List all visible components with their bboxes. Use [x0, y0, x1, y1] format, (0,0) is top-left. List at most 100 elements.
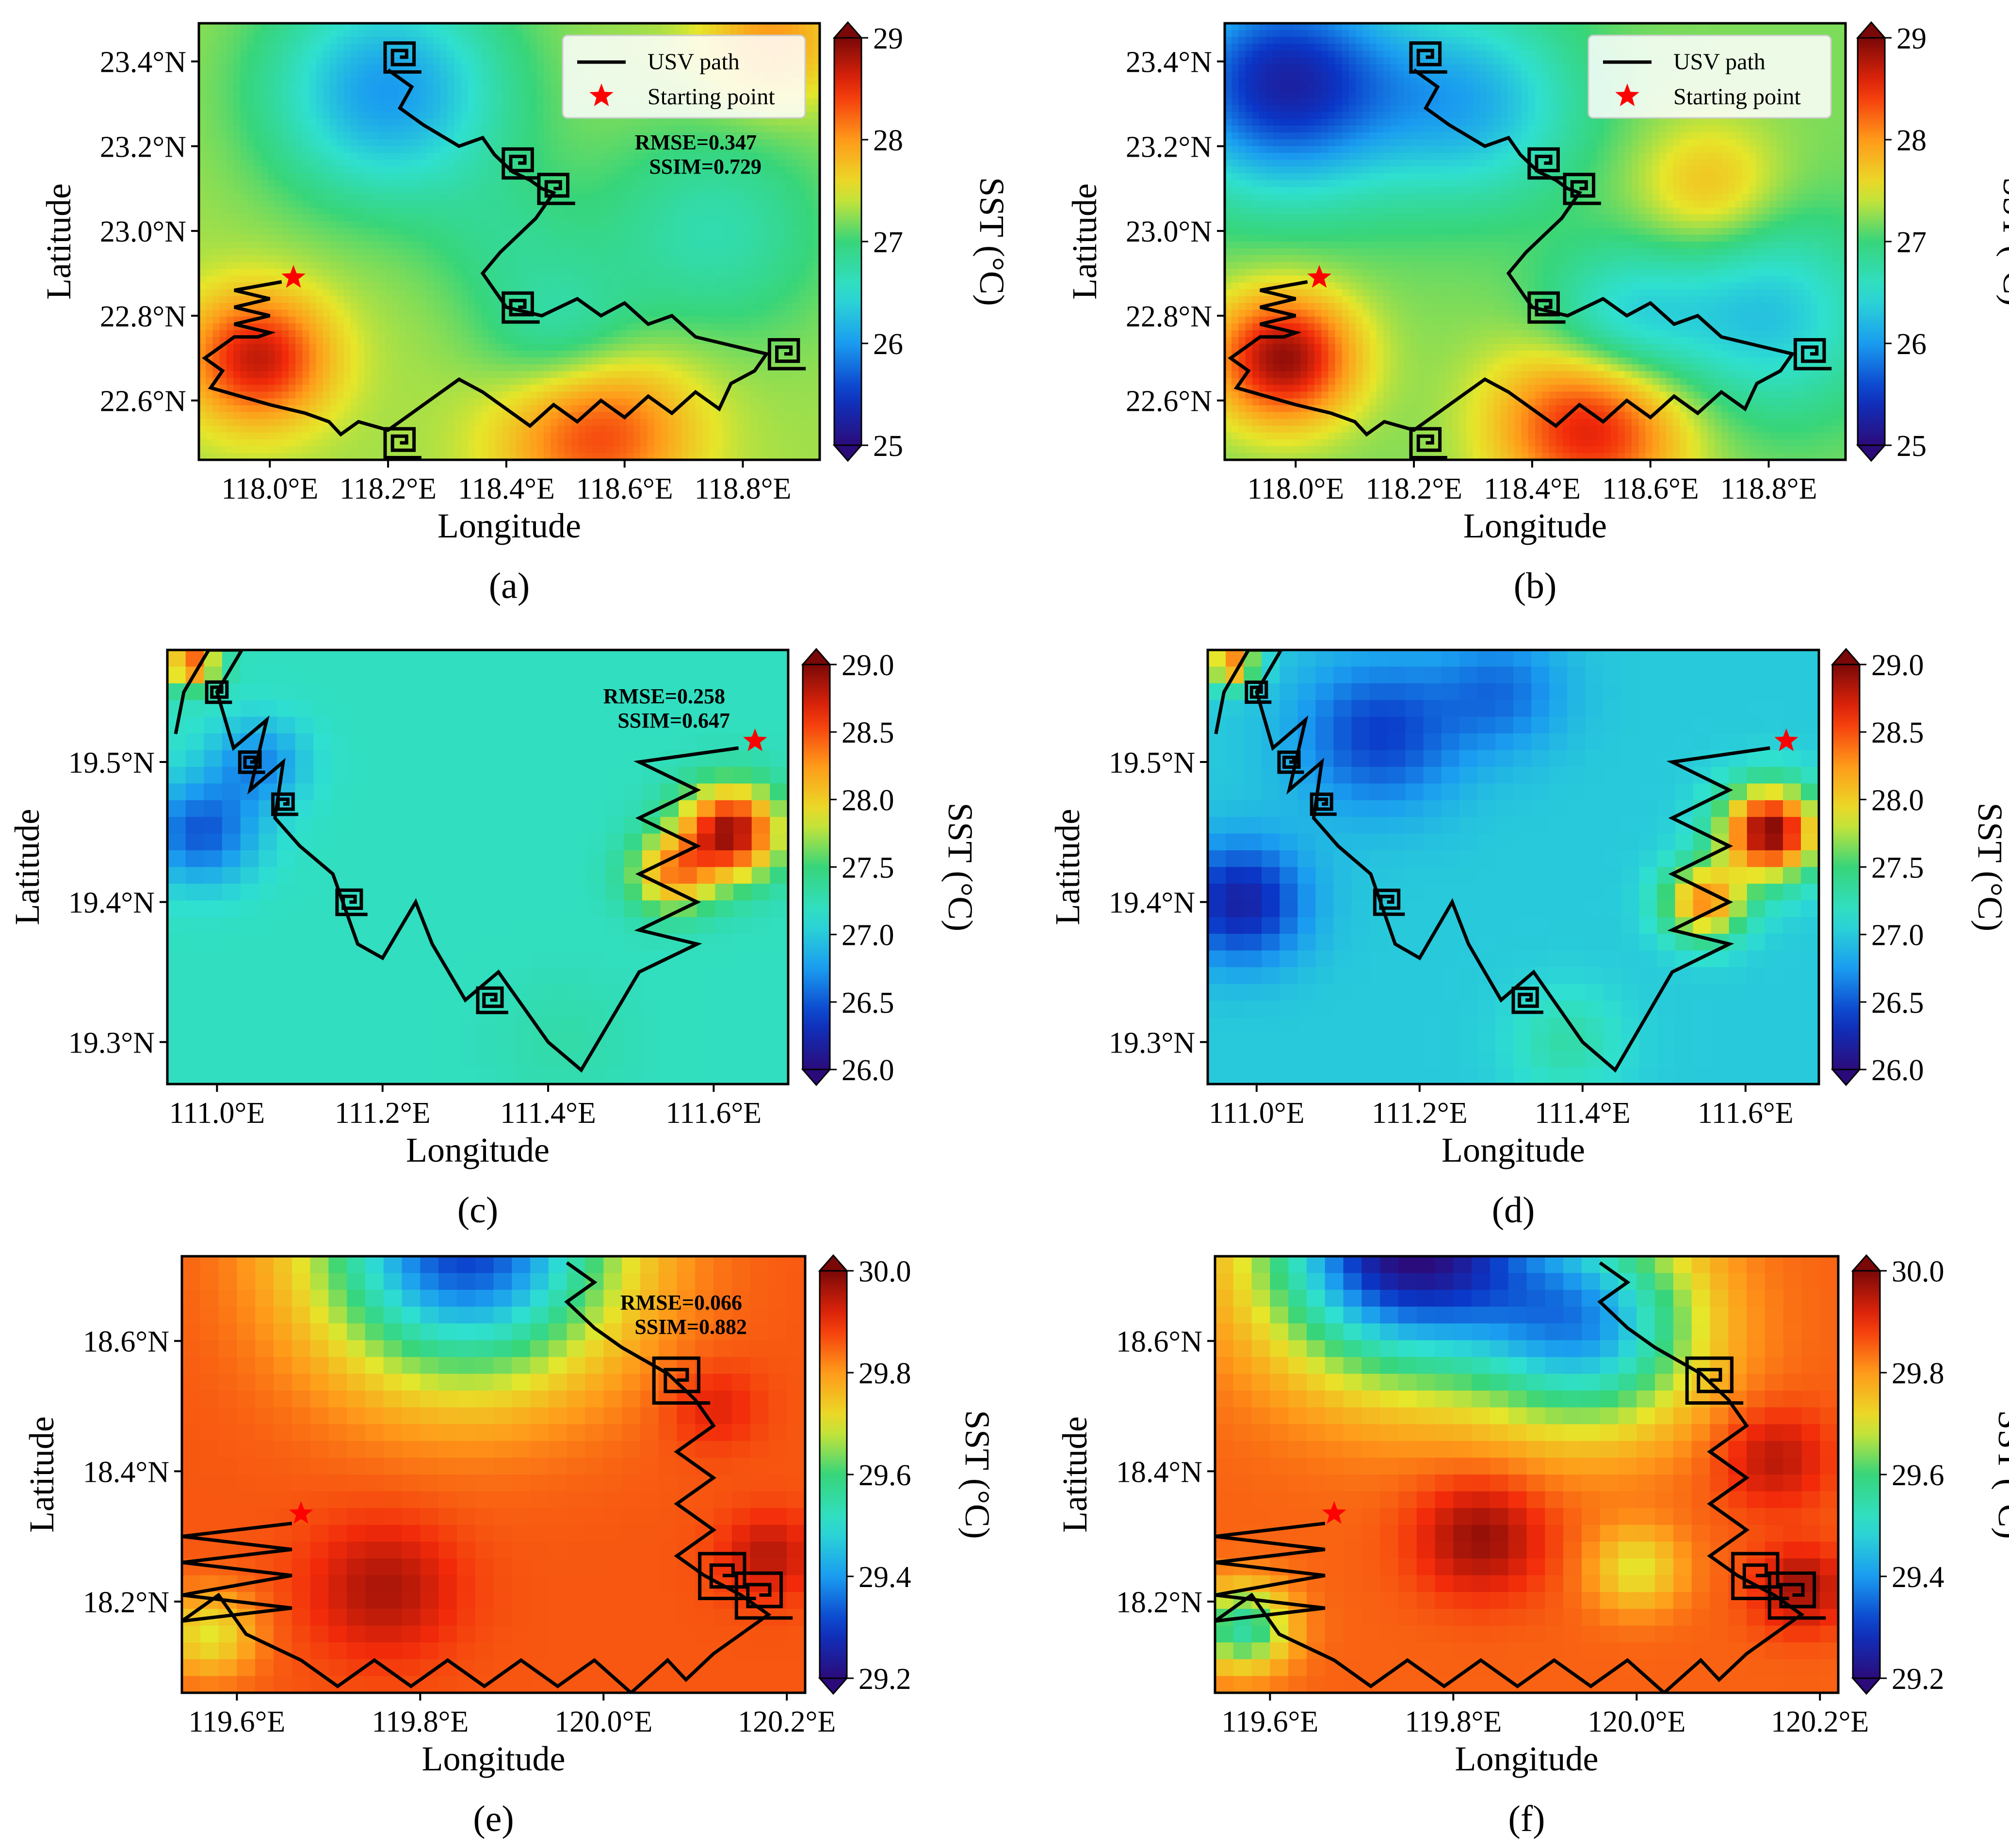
colorbar: 25 26 27 28 29 SST (°C) [832, 21, 1011, 463]
colorbar-tick-label: 25 [873, 430, 903, 463]
metric-label: RMSE=0.258 [603, 684, 725, 708]
colorbar-tick-label: 29.8 [1892, 1357, 1944, 1390]
usv-path-group [202, 41, 806, 459]
path-spiral [271, 792, 298, 816]
colorbar-label: SST (°C) [941, 803, 980, 932]
heatmap-field [167, 650, 788, 1084]
y-tick-label: 19.3°N [1109, 1026, 1195, 1059]
y-tick-label: 18.4°N [1116, 1456, 1202, 1489]
colorbar-tick-label: 28.0 [1871, 784, 1924, 817]
colorbar-tick-label: 27 [1896, 226, 1927, 259]
y-tick-label: 23.4°N [1126, 46, 1212, 79]
path-spiral [1793, 338, 1832, 371]
path-spiral [476, 986, 508, 1014]
x-axis-label: Longitude [406, 1131, 550, 1169]
heatmap-field [182, 1256, 805, 1693]
usv-path-group [1214, 650, 1770, 1073]
path-spiral [1527, 291, 1566, 324]
path-spiral [335, 888, 368, 916]
colorbar-tick-label: 27.0 [842, 919, 894, 952]
x-axis-label: Longitude [1463, 506, 1607, 545]
colorbar-label: SST (°C) [1996, 177, 2009, 306]
metric-label: RMSE=0.347 [635, 130, 757, 154]
legend: USV path Starting point [1588, 34, 1832, 119]
x-tick-label: 119.6°E [1221, 1705, 1318, 1738]
y-tick-label: 19.3°N [68, 1026, 155, 1059]
x-tick-label: 120.0°E [1588, 1705, 1685, 1738]
path-spiral [734, 1571, 793, 1620]
path-spiral [1563, 173, 1601, 205]
colorbar-label: SST (°C) [1991, 1410, 2009, 1539]
x-tick-label: 118.0°E [221, 472, 318, 505]
legend-start-label: Starting point [1673, 84, 1801, 110]
y-axis-label: Latitude [1048, 809, 1087, 925]
starting-point-star [743, 728, 767, 751]
path-spiral [1767, 1571, 1826, 1620]
colorbar-tick-label: 29.6 [859, 1459, 911, 1492]
usv-path-group [174, 650, 739, 1073]
x-tick-label: 118.4°E [1484, 472, 1581, 505]
x-tick-label: 118.6°E [1602, 472, 1699, 505]
path-spiral [383, 41, 421, 74]
x-tick-label: 118.2°E [340, 472, 437, 505]
x-tick-label: 119.8°E [372, 1705, 469, 1738]
colorbar-min-extend [1851, 1677, 1882, 1695]
y-tick-label: 19.5°N [68, 746, 155, 779]
usv-path-group [182, 1261, 793, 1693]
x-axis-label: Longitude [1442, 1131, 1585, 1169]
colorbar-tick-label: 29.4 [1892, 1561, 1944, 1594]
usv-path [1228, 68, 1796, 437]
plot-frame [180, 1255, 807, 1694]
colorbar-tick-label: 26.0 [1871, 1054, 1924, 1087]
x-tick-label: 120.2°E [738, 1705, 836, 1738]
x-tick-label: 111.6°E [1698, 1097, 1794, 1130]
colorbar-tick-label: 29.4 [859, 1561, 911, 1594]
y-tick-label: 23.4°N [100, 46, 186, 79]
starting-point-star [1322, 1501, 1346, 1524]
y-tick-label: 22.8°N [100, 300, 186, 333]
path-spiral [652, 1356, 711, 1405]
x-tick-label: 118.2°E [1365, 472, 1462, 505]
path-spiral [1310, 793, 1337, 816]
x-axis-label: Longitude [1455, 1739, 1599, 1778]
colorbar-tick-label: 28.5 [1871, 716, 1924, 749]
usv-path-group [1215, 1261, 1826, 1693]
path-spiral [1409, 427, 1447, 459]
x-tick-label: 111.4°E [500, 1097, 596, 1130]
path-spiral [537, 173, 575, 205]
x-tick-label: 118.8°E [695, 472, 792, 505]
colorbar-tick-label: 29.0 [1871, 649, 1924, 682]
usv-path [182, 1261, 772, 1693]
panel-caption: (f) [1508, 1799, 1545, 1839]
plot-frame [197, 22, 821, 461]
colorbar-tick-label: 26 [1896, 328, 1927, 361]
path-spiral [238, 750, 265, 774]
metric-label: SSIM=0.647 [617, 709, 730, 732]
x-tick-label: 111.0°E [169, 1097, 265, 1130]
colorbar-tick-label: 26.5 [842, 987, 894, 1020]
colorbar-min-extend [818, 1677, 849, 1695]
x-tick-label: 111.4°E [1535, 1097, 1631, 1130]
y-tick-label: 19.4°N [1109, 887, 1195, 920]
y-axis-label: Latitude [8, 809, 47, 925]
plot-frame [1214, 1255, 1840, 1694]
y-tick-label: 18.2°N [83, 1586, 169, 1619]
colorbar-tick-label: 28.0 [842, 784, 894, 817]
y-tick-label: 19.5°N [1109, 746, 1195, 779]
panel-caption: (d) [1492, 1190, 1535, 1231]
legend-star-icon [1615, 83, 1639, 106]
x-tick-label: 120.2°E [1771, 1705, 1869, 1738]
path-spiral [1373, 889, 1405, 916]
panel-a: 118.0°E 118.2°E 118.4°E 118.6°E 118.8°E 22.6°… [39, 21, 1011, 606]
metric-label: RMSE=0.066 [620, 1291, 742, 1314]
colorbar-tick-label: 25 [1896, 430, 1927, 463]
x-tick-label: 111.0°E [1209, 1097, 1305, 1130]
panel-caption: (c) [457, 1190, 498, 1231]
starting-point-star [281, 265, 306, 288]
colorbar-label: SST (°C) [972, 177, 1011, 306]
y-tick-label: 22.6°N [100, 385, 186, 418]
starting-point-star [289, 1501, 313, 1524]
colorbar: 29.2 29.4 29.6 29.8 30.0 SST (°C) [1851, 1254, 2009, 1696]
panel-caption: (e) [473, 1799, 514, 1839]
